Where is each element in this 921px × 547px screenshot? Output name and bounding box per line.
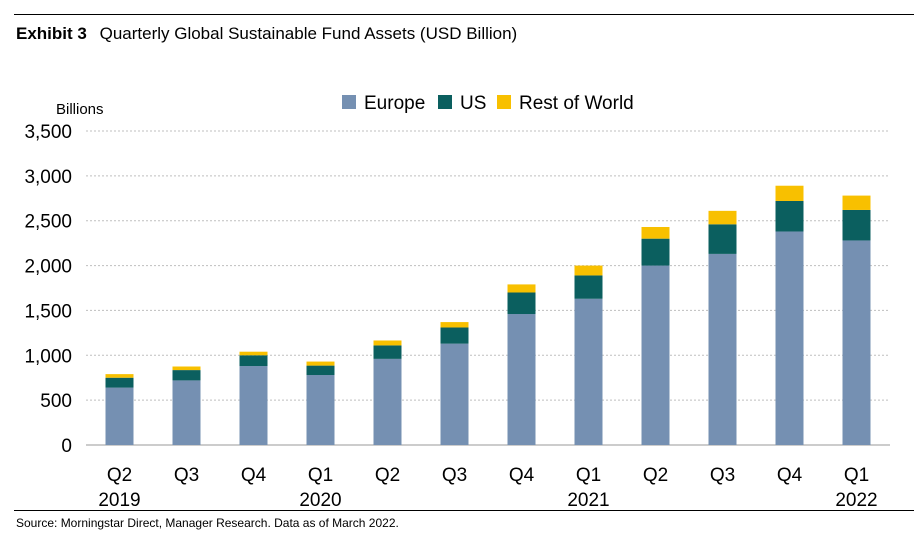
y-tick-label: 3,000	[24, 167, 72, 188]
legend-swatch	[438, 95, 452, 109]
bar-rest-of-world	[842, 195, 871, 210]
x-tick-label-quarter: Q1	[308, 465, 333, 486]
top-rule	[14, 14, 914, 15]
bar-us	[507, 292, 536, 315]
x-tick-label-quarter: Q4	[509, 465, 535, 486]
bar-us	[708, 224, 737, 254]
bar-europe	[641, 265, 670, 445]
title-text: Quarterly Global Sustainable Fund Assets…	[99, 24, 518, 43]
x-tick-label-quarter: Q3	[710, 465, 735, 486]
x-tick-label-quarter: Q1	[844, 465, 869, 486]
bar-rest-of-world	[239, 351, 268, 356]
y-tick-label: 1,500	[24, 301, 72, 322]
x-tick-label-quarter: Q4	[241, 465, 267, 486]
x-tick-label-quarter: Q4	[777, 465, 803, 486]
bar-rest-of-world	[172, 366, 201, 371]
y-tick-label: 2,500	[24, 212, 72, 233]
x-tick-label-quarter: Q3	[442, 465, 467, 486]
y-tick-label: 500	[40, 391, 72, 412]
x-tick-label-year: 2020	[299, 490, 341, 511]
legend-label: Europe	[364, 93, 425, 114]
bar-europe	[842, 240, 871, 445]
bar-rest-of-world	[574, 265, 603, 276]
exhibit-label: Exhibit 3	[16, 24, 87, 43]
bar-europe	[373, 358, 402, 445]
bar-europe	[105, 387, 134, 445]
bar-rest-of-world	[641, 226, 670, 239]
legend-label: US	[460, 93, 486, 114]
bar-rest-of-world	[775, 185, 804, 201]
legend-swatch	[497, 95, 511, 109]
bottom-rule	[14, 510, 914, 511]
x-tick-label-quarter: Q3	[174, 465, 199, 486]
bar-us	[105, 377, 134, 388]
legend-label: Rest of World	[519, 93, 634, 114]
bar-us	[239, 355, 268, 367]
bar-europe	[775, 231, 804, 445]
chart-title: Exhibit 3 Quarterly Global Sustainable F…	[16, 24, 517, 44]
bar-us	[574, 275, 603, 299]
bar-rest-of-world	[507, 284, 536, 293]
bar-europe	[440, 343, 469, 445]
bar-europe	[306, 375, 335, 445]
bar-europe	[574, 298, 603, 445]
bar-rest-of-world	[306, 361, 335, 366]
x-tick-label-quarter: Q2	[643, 465, 668, 486]
y-tick-label: 2,000	[24, 257, 72, 278]
bar-rest-of-world	[105, 374, 134, 378]
bar-us	[775, 200, 804, 232]
x-tick-label-quarter: Q2	[375, 465, 400, 486]
bar-us	[172, 370, 201, 381]
bar-rest-of-world	[708, 210, 737, 225]
x-tick-label-year: 2019	[98, 490, 140, 511]
bar-us	[641, 238, 670, 266]
bar-us	[373, 345, 402, 359]
bar-rest-of-world	[373, 340, 402, 346]
x-tick-label-year: 2022	[835, 490, 877, 511]
y-axis-label: Billions	[56, 101, 104, 118]
source-note: Source: Morningstar Direct, Manager Rese…	[16, 516, 399, 530]
bar-us	[306, 365, 335, 376]
bar-europe	[172, 380, 201, 445]
x-tick-label-quarter: Q1	[576, 465, 601, 486]
bar-us	[842, 209, 871, 241]
bar-europe	[507, 314, 536, 445]
y-tick-label: 3,500	[24, 122, 72, 143]
y-tick-label: 0	[61, 436, 72, 457]
bar-europe	[708, 253, 737, 445]
legend-swatch	[342, 95, 356, 109]
x-tick-label-year: 2021	[567, 490, 609, 511]
bar-rest-of-world	[440, 322, 469, 328]
x-tick-label-quarter: Q2	[107, 465, 132, 486]
bar-europe	[239, 366, 268, 445]
y-tick-label: 1,000	[24, 346, 72, 367]
bar-us	[440, 327, 469, 344]
